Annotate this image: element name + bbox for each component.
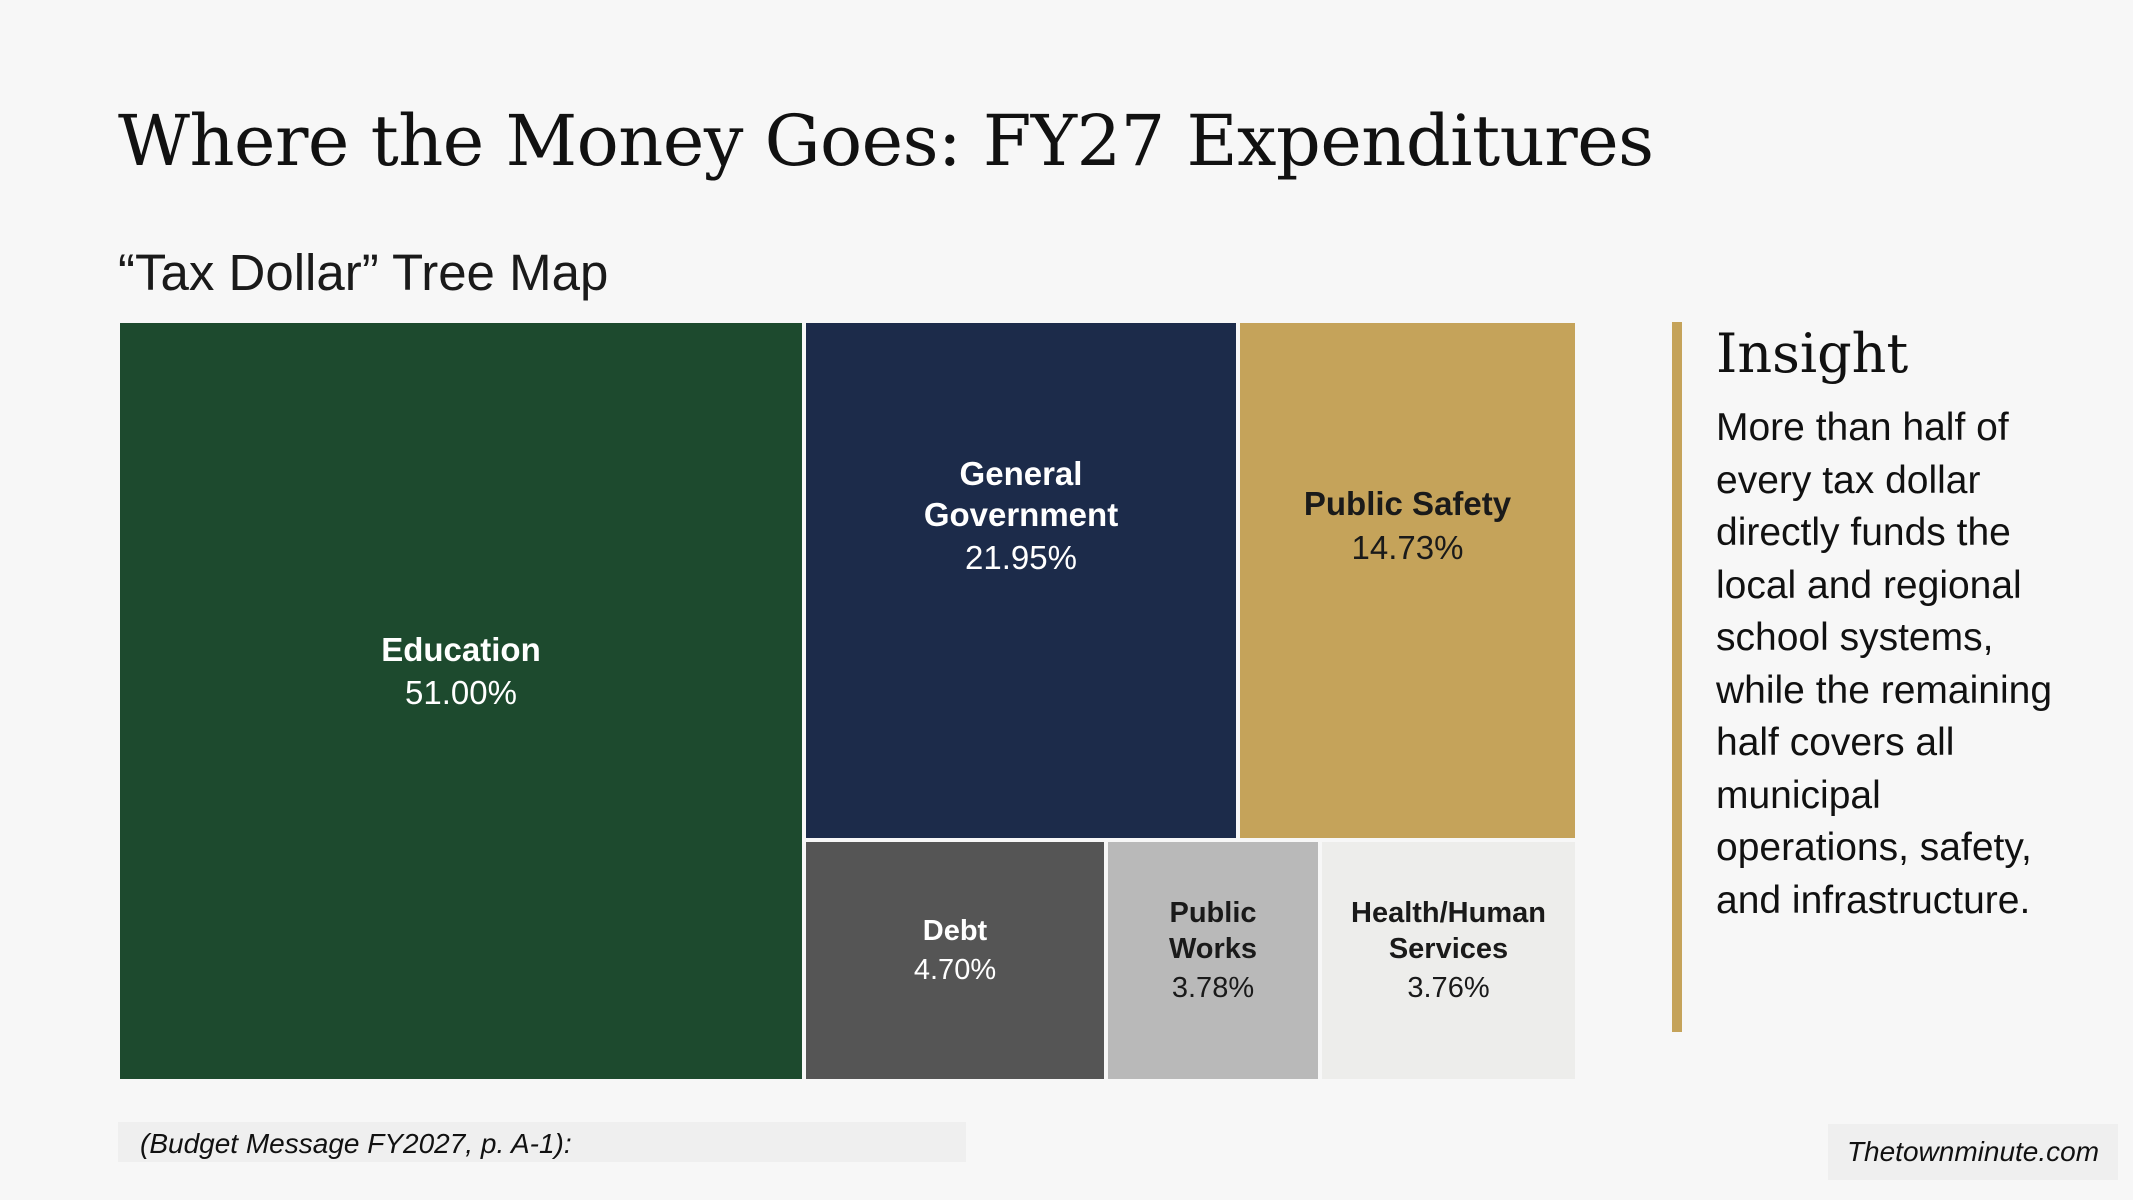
tile-name: Public Safety: [1303, 485, 1512, 523]
tile-value-label: 3.76%: [1407, 971, 1490, 1004]
treemap-tile-public-safety: Public Safety 14.73%: [1240, 323, 1575, 838]
watermark-badge: Thetownminute.com: [1828, 1124, 2118, 1180]
treemap-tile-general-government: General Government 21.95%: [806, 323, 1236, 838]
treemap-tile-debt: Debt 4.70%: [806, 842, 1104, 1079]
treemap-tile-education: Education 51.00%: [120, 323, 802, 1079]
source-note: (Budget Message FY2027, p. A-1):: [118, 1122, 966, 1162]
tile-value-label: 4.70%: [913, 953, 997, 986]
tile-value-label: 21.95%: [965, 539, 1077, 577]
chart-subtitle: “Tax Dollar” Tree Map: [118, 244, 609, 301]
treemap-tile-health-human-services: Health/Human Services 3.76%: [1322, 842, 1575, 1079]
watermark-text: Thetownminute.com: [1846, 1136, 2100, 1167]
insight-title: Insight: [1716, 322, 1909, 385]
tile-name: Public Works: [1168, 897, 1258, 966]
tile-name: Debt: [922, 915, 988, 948]
source-text: (Budget Message FY2027, p. A-1):: [140, 1128, 572, 1159]
tile-name: Education: [381, 630, 541, 668]
page-title: Where the Money Goes: FY27 Expenditures: [118, 100, 1654, 182]
tile-name: General Government: [923, 454, 1119, 533]
tile-value-label: 51.00%: [405, 674, 517, 711]
insight-body: More than half of every tax dollar direc…: [1716, 406, 2053, 922]
treemap-chart: Education 51.00% General Government 21.95% P…: [120, 323, 1575, 1079]
tile-value-label: 3.78%: [1171, 971, 1255, 1004]
treemap-tile-public-works: Public Works 3.78%: [1108, 842, 1318, 1079]
tile-name: Health/Human Services: [1351, 897, 1546, 966]
tile-value-label: 14.73%: [1351, 528, 1464, 566]
insight-accent-bar: [1672, 322, 1682, 1032]
